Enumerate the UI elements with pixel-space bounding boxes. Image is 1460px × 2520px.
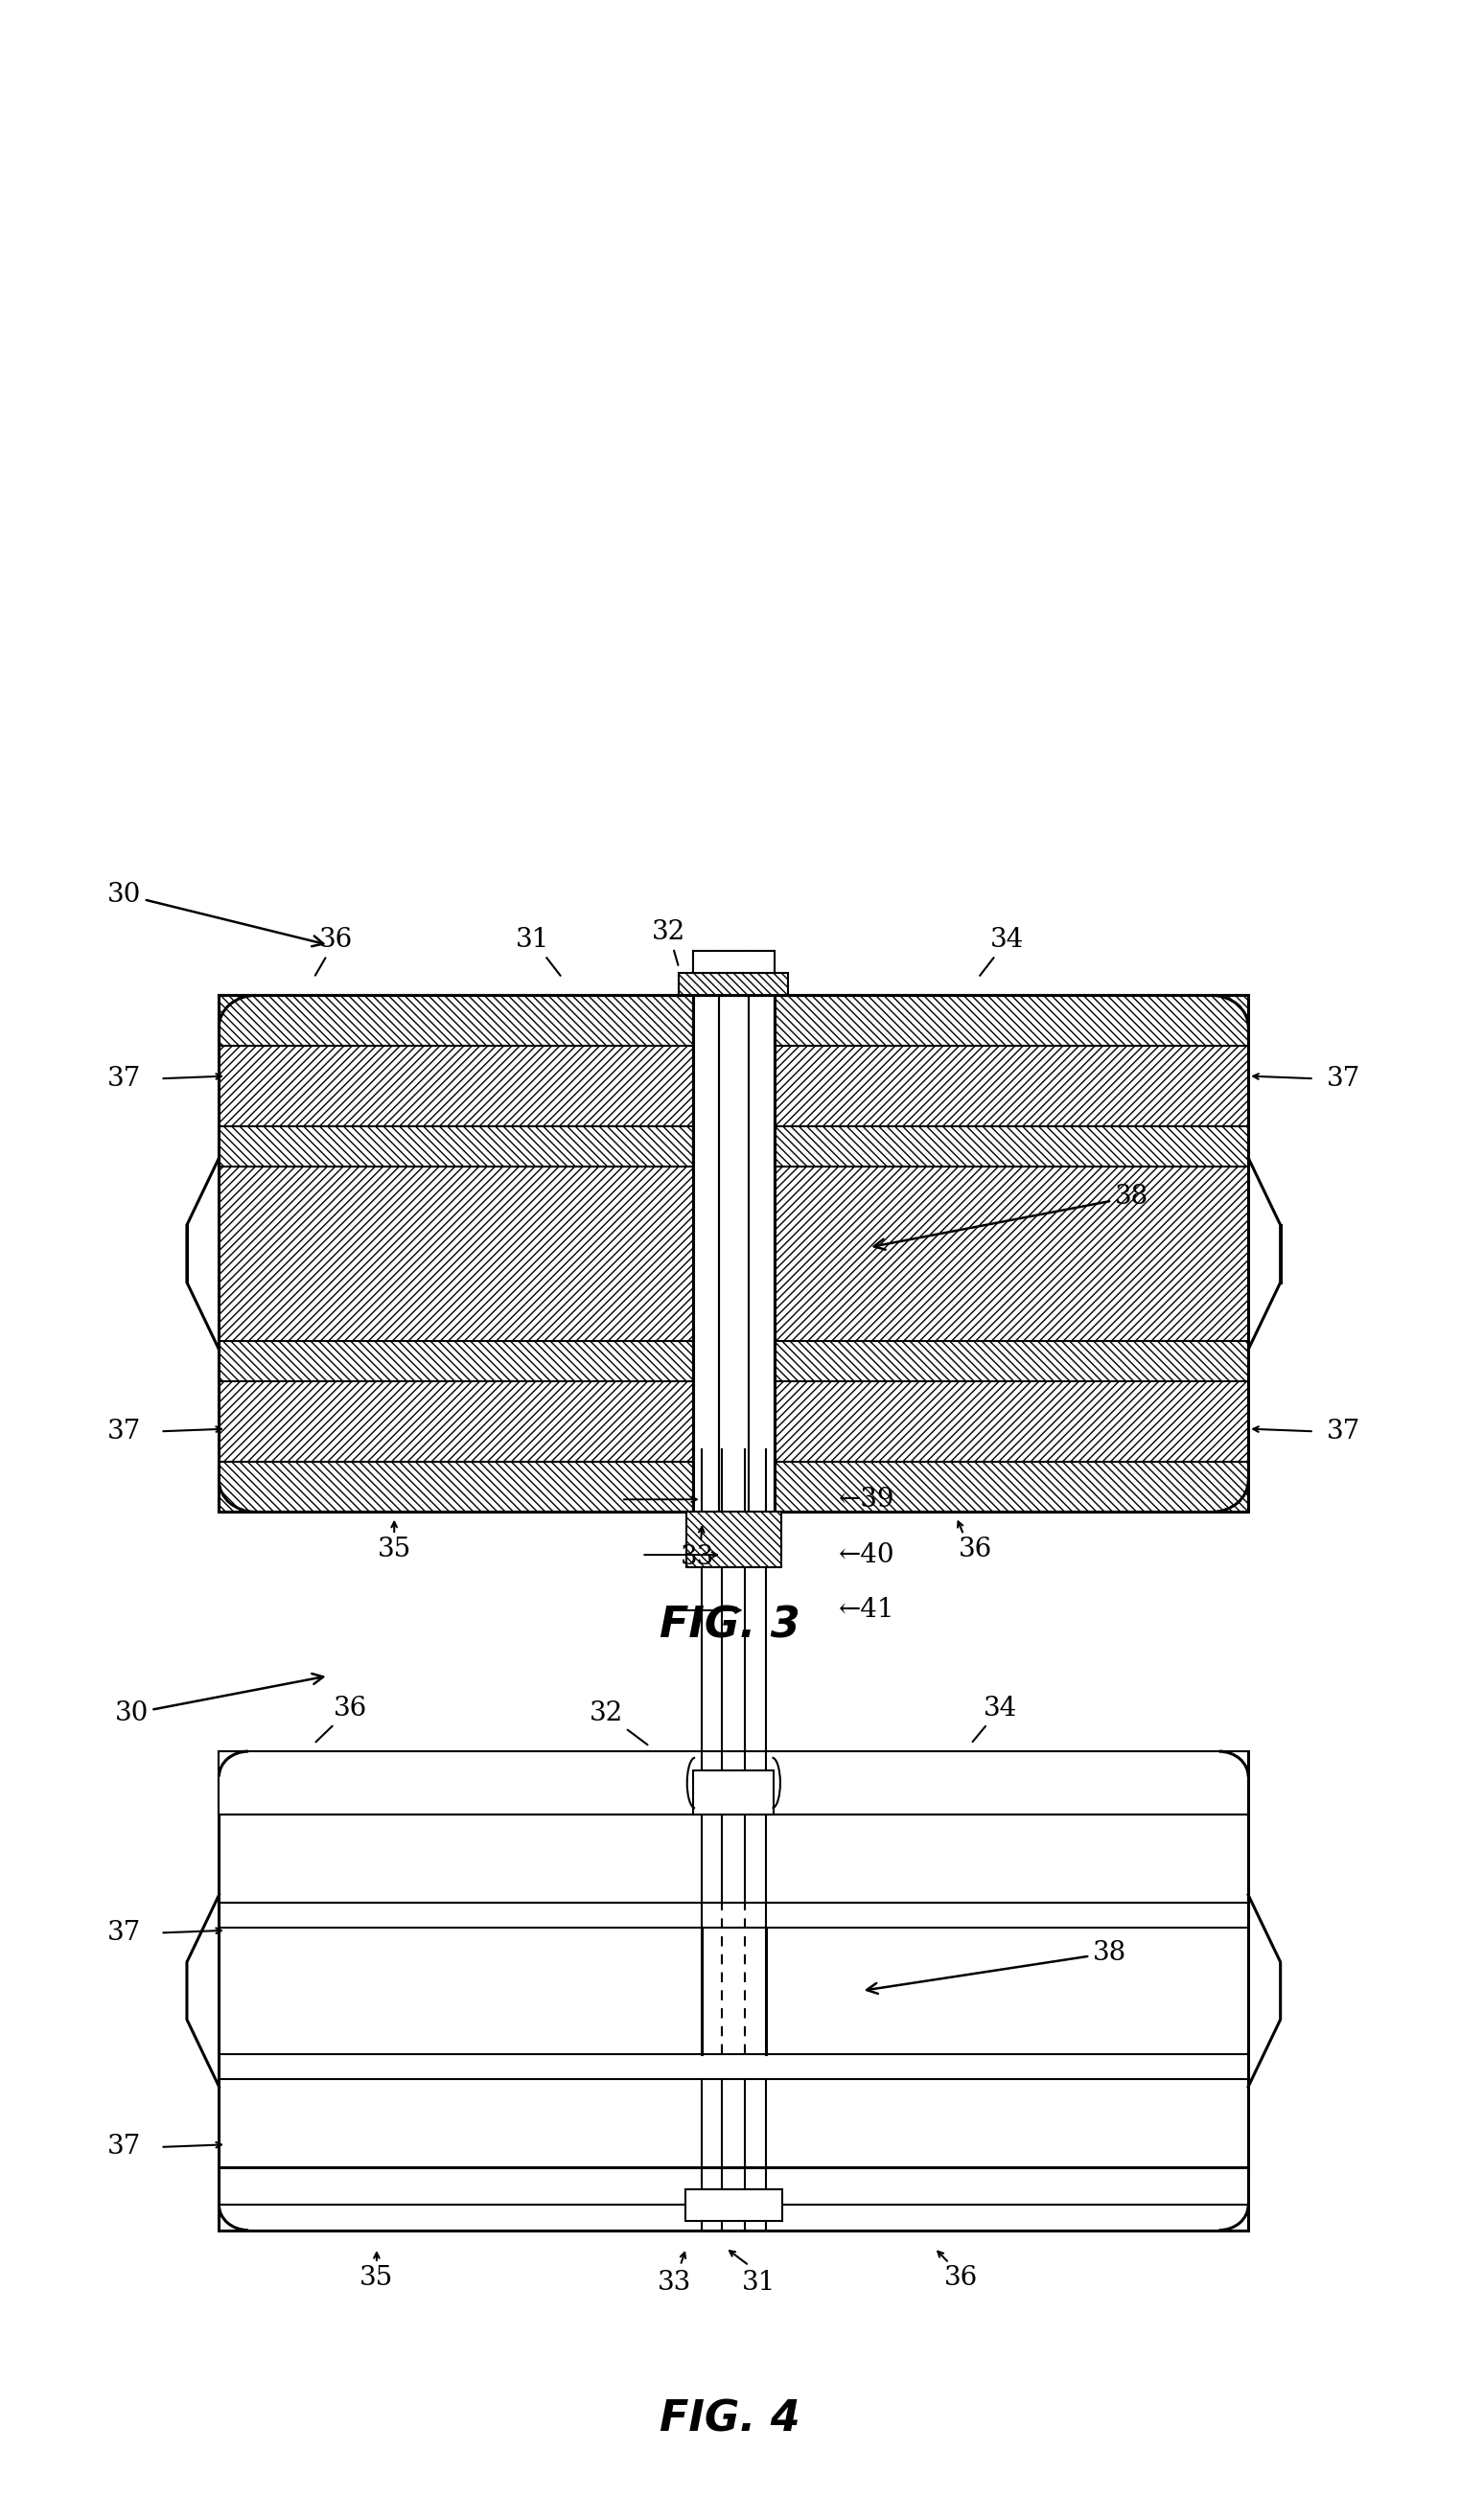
Bar xyxy=(685,2190,781,2220)
Text: 31: 31 xyxy=(515,927,561,975)
Text: 35: 35 xyxy=(377,1537,412,1562)
Bar xyxy=(219,1751,1248,1814)
Text: 32: 32 xyxy=(588,1701,648,1744)
Text: 32: 32 xyxy=(651,920,686,965)
Text: 37: 37 xyxy=(107,2134,142,2160)
Text: 36: 36 xyxy=(315,1696,368,1741)
Bar xyxy=(774,995,1248,1046)
Text: 31: 31 xyxy=(742,2271,777,2296)
Text: 38: 38 xyxy=(867,1940,1127,1993)
Text: ←40: ←40 xyxy=(838,1542,895,1567)
Bar xyxy=(679,973,788,995)
Bar xyxy=(686,1512,781,1567)
Text: ←39: ←39 xyxy=(838,1487,895,1512)
Text: 33: 33 xyxy=(680,1545,715,1570)
Text: 37: 37 xyxy=(107,1066,142,1091)
Text: FIG. 3: FIG. 3 xyxy=(660,1605,800,1646)
Bar xyxy=(774,1462,1248,1512)
Bar xyxy=(219,1341,692,1381)
Bar xyxy=(219,1751,1248,2230)
Bar xyxy=(774,995,1248,1512)
Text: ←41: ←41 xyxy=(838,1598,895,1623)
Text: 34: 34 xyxy=(980,927,1025,975)
Bar xyxy=(692,950,774,973)
Bar xyxy=(219,995,692,1512)
Bar xyxy=(219,1462,692,1512)
Bar xyxy=(694,1769,774,1814)
Text: 37: 37 xyxy=(107,1920,142,1945)
Text: 37: 37 xyxy=(1326,1066,1361,1091)
Text: 36: 36 xyxy=(943,2265,978,2291)
Text: 33: 33 xyxy=(657,2271,692,2296)
Bar xyxy=(219,1126,692,1167)
Bar xyxy=(219,995,1248,1512)
Text: 30: 30 xyxy=(107,882,323,948)
Text: 35: 35 xyxy=(359,2265,394,2291)
Bar xyxy=(774,1341,1248,1381)
Text: 36: 36 xyxy=(958,1537,993,1562)
Text: 30: 30 xyxy=(114,1673,323,1726)
Text: FIG. 4: FIG. 4 xyxy=(660,2399,800,2439)
Text: 37: 37 xyxy=(1326,1419,1361,1444)
Text: 36: 36 xyxy=(315,927,353,975)
Bar xyxy=(679,973,788,995)
Text: 38: 38 xyxy=(875,1184,1149,1250)
Bar xyxy=(219,995,692,1046)
Text: 37: 37 xyxy=(107,1419,142,1444)
Text: 34: 34 xyxy=(972,1696,1018,1741)
Bar xyxy=(774,1126,1248,1167)
Bar xyxy=(686,1512,781,1567)
